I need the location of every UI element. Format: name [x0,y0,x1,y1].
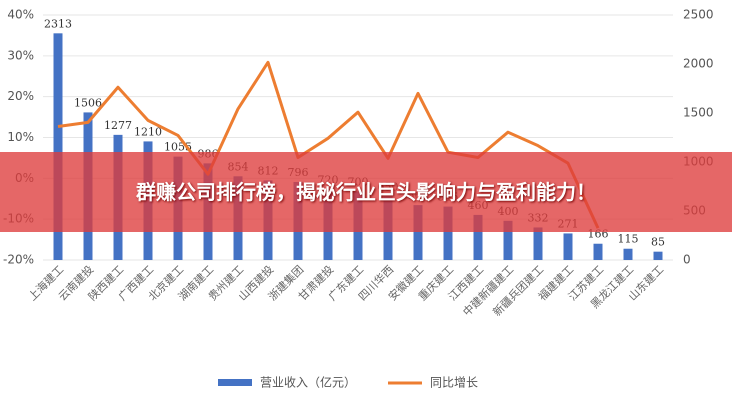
y2-tick-label: 0 [683,253,691,267]
bar [443,206,453,260]
y2-tick-label: 2500 [683,8,714,22]
bar [593,243,603,260]
data-label: 1210 [134,125,162,138]
y-tick-label: 30% [7,48,34,62]
bar [473,214,483,260]
data-label: 1506 [74,96,102,109]
bar [563,233,573,260]
y-tick-label: 10% [7,130,34,144]
bar [53,33,63,260]
legend-label: 营业收入（亿元） [260,375,356,390]
y2-tick-label: 2000 [683,57,714,71]
banner-text: 群赚公司排行榜，揭秘行业巨头影响力与盈利能力！ [136,180,596,204]
bar [533,227,543,260]
y-tick-label: 20% [7,89,34,103]
data-label: 85 [651,236,665,249]
bar [503,220,513,260]
banner: 群赚公司排行榜，揭秘行业巨头影响力与盈利能力！ [0,152,732,232]
bar [413,205,423,260]
y-tick-label: -20% [3,253,34,267]
line [57,60,600,229]
bar [623,248,633,260]
legend-swatch [218,379,252,386]
legend-label: 同比增长 [430,376,478,390]
bar [653,251,663,260]
data-label: 115 [618,233,639,246]
y2-tick-label: 1500 [683,106,714,120]
y-tick-label: 40% [7,8,34,22]
data-label: 2313 [44,17,72,30]
data-label: 1277 [104,119,132,132]
